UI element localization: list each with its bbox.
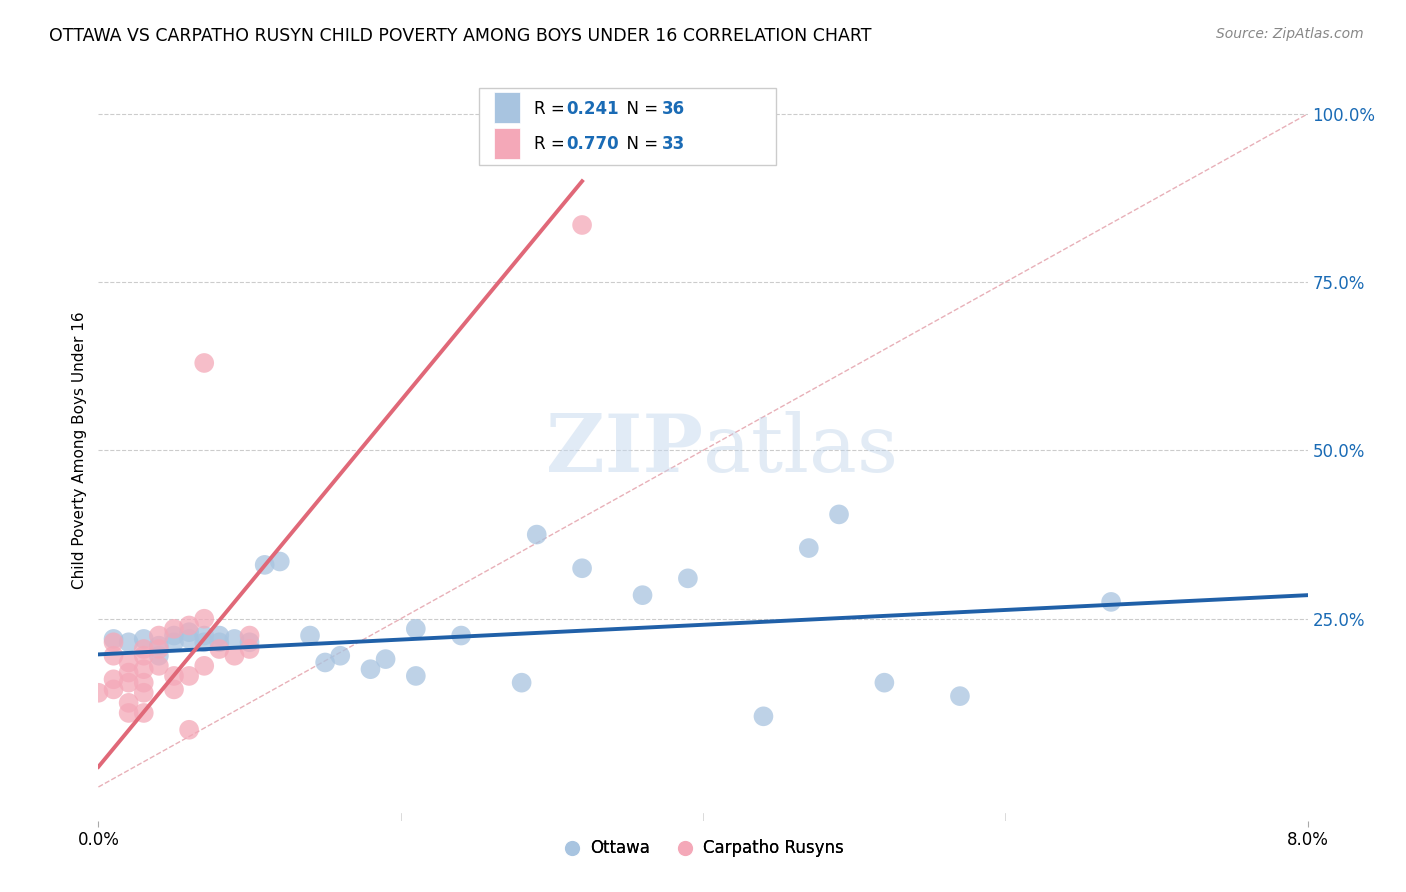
- Text: N =: N =: [616, 135, 664, 153]
- Point: [87, 686, 110, 700]
- Point: [132, 632, 155, 646]
- Text: R =: R =: [534, 135, 569, 153]
- FancyBboxPatch shape: [494, 92, 520, 123]
- Point: [193, 612, 215, 626]
- Text: ZIP: ZIP: [546, 411, 703, 490]
- Point: [148, 648, 170, 663]
- Point: [193, 356, 215, 370]
- Point: [193, 635, 215, 649]
- Point: [132, 686, 155, 700]
- Point: [269, 554, 291, 569]
- Point: [118, 675, 141, 690]
- Point: [299, 628, 322, 642]
- Text: N =: N =: [616, 101, 664, 119]
- Point: [148, 658, 170, 673]
- Text: 36: 36: [662, 101, 685, 119]
- Point: [208, 628, 231, 642]
- Point: [631, 588, 654, 602]
- Point: [239, 628, 262, 642]
- Point: [103, 635, 125, 649]
- Text: 33: 33: [662, 135, 685, 153]
- Point: [405, 669, 427, 683]
- Point: [132, 662, 155, 676]
- Point: [949, 689, 972, 703]
- Point: [360, 662, 382, 676]
- Text: R =: R =: [534, 101, 569, 119]
- Point: [163, 669, 186, 683]
- Point: [163, 635, 186, 649]
- Text: 0.770: 0.770: [567, 135, 619, 153]
- Point: [253, 558, 276, 572]
- Point: [118, 696, 141, 710]
- Point: [208, 635, 231, 649]
- Point: [224, 632, 246, 646]
- Point: [118, 706, 141, 720]
- Point: [103, 632, 125, 646]
- Point: [752, 709, 775, 723]
- FancyBboxPatch shape: [479, 87, 776, 165]
- Point: [179, 632, 201, 646]
- Point: [510, 675, 533, 690]
- Point: [103, 682, 125, 697]
- Point: [193, 658, 215, 673]
- Point: [148, 639, 170, 653]
- Point: [132, 675, 155, 690]
- Point: [224, 648, 246, 663]
- Point: [676, 571, 699, 585]
- Point: [239, 635, 262, 649]
- Point: [103, 648, 125, 663]
- Point: [179, 625, 201, 640]
- Point: [148, 628, 170, 642]
- Point: [329, 648, 352, 663]
- Point: [103, 673, 125, 687]
- Point: [374, 652, 396, 666]
- Point: [450, 628, 472, 642]
- Point: [571, 561, 593, 575]
- Point: [132, 706, 155, 720]
- Point: [239, 642, 262, 657]
- Point: [132, 642, 155, 657]
- Point: [405, 622, 427, 636]
- Point: [193, 628, 215, 642]
- Point: [179, 618, 201, 632]
- FancyBboxPatch shape: [494, 128, 520, 159]
- Point: [828, 508, 851, 522]
- Point: [179, 723, 201, 737]
- Point: [163, 622, 186, 636]
- Point: [314, 656, 336, 670]
- Y-axis label: Child Poverty Among Boys Under 16: Child Poverty Among Boys Under 16: [72, 311, 87, 590]
- Point: [163, 682, 186, 697]
- Point: [148, 642, 170, 657]
- Legend: Ottawa, Carpatho Rusyns: Ottawa, Carpatho Rusyns: [555, 833, 851, 864]
- Point: [163, 628, 186, 642]
- Point: [571, 218, 593, 232]
- Point: [132, 648, 155, 663]
- Point: [179, 669, 201, 683]
- Text: 0.241: 0.241: [567, 101, 619, 119]
- Text: OTTAWA VS CARPATHO RUSYN CHILD POVERTY AMONG BOYS UNDER 16 CORRELATION CHART: OTTAWA VS CARPATHO RUSYN CHILD POVERTY A…: [49, 27, 872, 45]
- Point: [526, 527, 548, 541]
- Point: [797, 541, 820, 555]
- Text: atlas: atlas: [703, 411, 898, 490]
- Point: [208, 642, 231, 657]
- Point: [118, 656, 141, 670]
- Point: [118, 665, 141, 680]
- Point: [873, 675, 896, 690]
- Text: Source: ZipAtlas.com: Source: ZipAtlas.com: [1216, 27, 1364, 41]
- Point: [118, 635, 141, 649]
- Point: [1099, 595, 1122, 609]
